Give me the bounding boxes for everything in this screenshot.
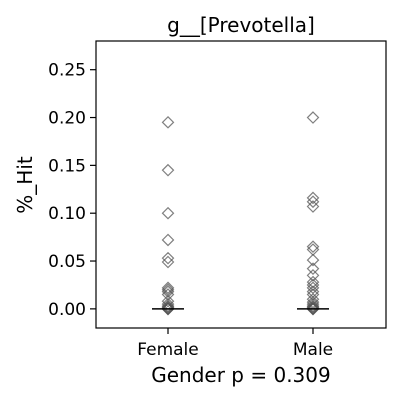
data-point	[306, 240, 320, 254]
data-point	[161, 300, 175, 314]
data-point	[306, 253, 320, 267]
data-point	[306, 111, 320, 124]
data-points	[161, 111, 320, 316]
data-point	[161, 281, 175, 295]
data-point	[161, 255, 175, 269]
data-point	[161, 285, 175, 298]
y-tick-label: 0.25	[48, 61, 86, 81]
y-tick-label: 0.15	[48, 156, 86, 176]
data-point	[306, 299, 320, 313]
y-axis-label: %_Hit	[13, 156, 37, 214]
y-tick-label: 0.10	[48, 204, 86, 224]
data-point	[161, 251, 175, 265]
chart-title: g__[Prevotella]	[167, 13, 315, 37]
data-point	[306, 195, 320, 209]
data-point	[161, 302, 175, 316]
data-point	[306, 269, 320, 282]
x-tick-label: Female	[137, 340, 198, 360]
data-point	[306, 191, 320, 205]
data-point	[306, 200, 320, 213]
data-point	[306, 292, 320, 306]
data-point	[306, 302, 320, 316]
data-point	[306, 275, 320, 289]
y-tick-label: 0.05	[48, 252, 86, 272]
data-point	[161, 233, 175, 247]
y-tick-label: 0.20	[48, 109, 86, 129]
plot-frame	[95, 40, 387, 329]
y-axis: 0.00 0.05 0.10 0.15 0.20 0.25	[48, 61, 96, 320]
x-axis: Female Male	[137, 328, 333, 360]
data-point	[161, 163, 175, 177]
data-point	[306, 278, 320, 292]
data-point	[306, 262, 320, 276]
x-tick-label: Male	[293, 340, 333, 360]
y-tick-label: 0.00	[48, 300, 86, 320]
data-point	[161, 299, 175, 313]
data-point	[306, 300, 320, 314]
data-point	[306, 295, 320, 309]
data-point	[161, 301, 175, 315]
data-point	[161, 206, 175, 220]
x-axis-label: Gender p = 0.309	[151, 363, 330, 387]
data-point	[161, 115, 175, 129]
data-point	[161, 294, 175, 308]
data-point	[306, 301, 320, 315]
